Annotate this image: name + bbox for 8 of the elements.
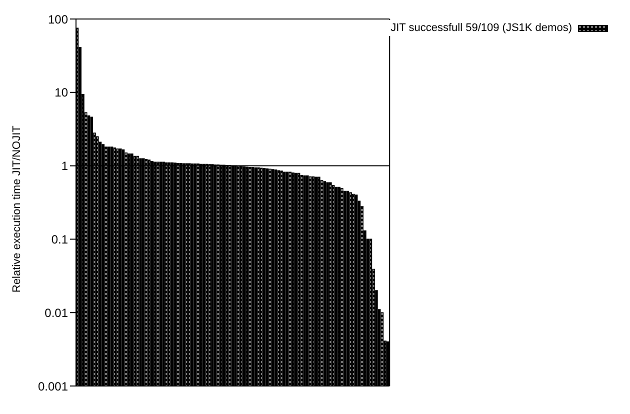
y-tick-label: 1 <box>61 159 68 174</box>
y-tick-label: 100 <box>48 12 68 26</box>
y-tick-label: 0.01 <box>44 306 68 320</box>
legend-label: JIT successfull 59/109 (JS1K demos) <box>390 22 572 34</box>
y-tick-label: 10 <box>54 86 68 100</box>
y-tick-label: 0.001 <box>38 379 68 394</box>
y-axis-title: Relative execution time JIT/NOJIT <box>10 125 23 292</box>
y-tick-label: 0.1 <box>51 232 68 246</box>
